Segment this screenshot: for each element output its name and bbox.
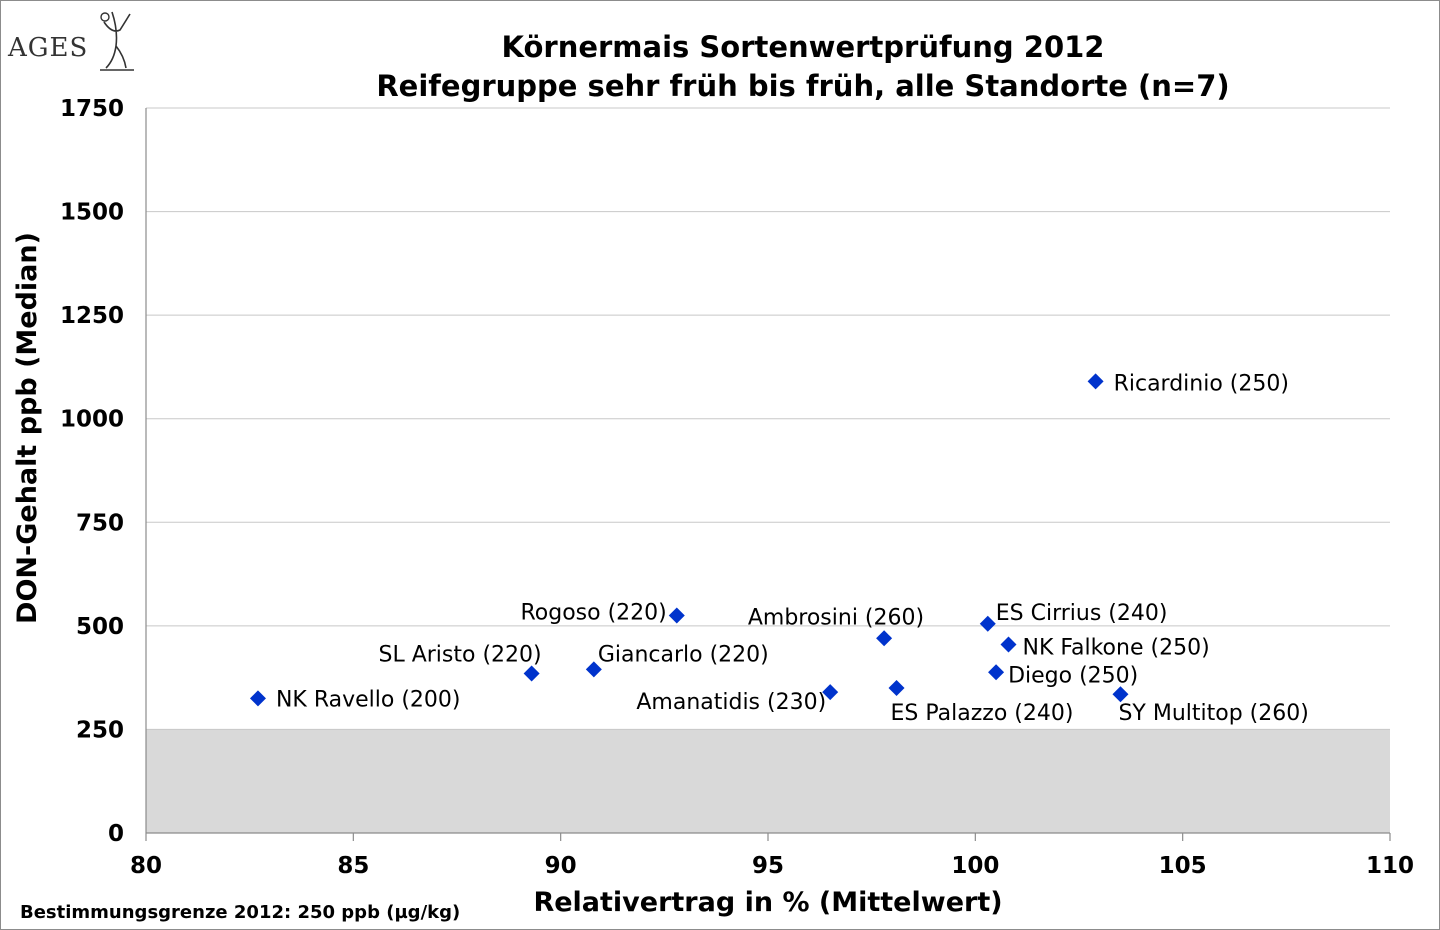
gridlines: [146, 107, 1390, 730]
x-tick-label: 95: [752, 853, 784, 879]
data-point-marker: [1112, 686, 1129, 703]
data-point-label: Amanatidis (230): [636, 690, 826, 715]
y-tick-label: 750: [76, 510, 124, 536]
threshold-band: [146, 729, 1390, 833]
chart-title: Körnermais Sortenwertprüfung 2012: [502, 30, 1105, 64]
data-point-marker: [1000, 636, 1017, 653]
x-axis-title: Relativertrag in % (Mittelwert): [533, 887, 1002, 918]
data-point-marker: [1087, 373, 1104, 390]
chart-subtitle: Reifegruppe sehr früh bis früh, alle Sta…: [376, 69, 1229, 103]
data-point-marker: [979, 615, 996, 632]
data-point-label: SY Multitop (260): [1118, 701, 1308, 726]
data-point-label: Giancarlo (220): [598, 642, 769, 667]
x-tick-label: 80: [130, 853, 162, 879]
data-point-label: Ambrosini (260): [748, 605, 924, 630]
logo-head-icon: [100, 12, 110, 22]
y-tick-labels: 0 250 500 750 1000 1250 1500 1750: [60, 96, 124, 847]
data-point-label: ES Cirrius (240): [996, 601, 1168, 626]
data-points: [249, 373, 1129, 707]
y-tick-label: 0: [108, 821, 124, 847]
data-point-marker: [876, 630, 893, 647]
data-point-label: Diego (250): [1008, 663, 1138, 688]
x-tick-label: 100: [951, 853, 999, 879]
logo-figure-icon: [100, 11, 134, 71]
y-tick-label: 1500: [60, 200, 124, 226]
footnote: Bestimmungsgrenze 2012: 250 ppb (µg/kg): [20, 902, 460, 923]
data-point-marker: [988, 664, 1005, 681]
axes: [145, 108, 1391, 841]
data-point-marker: [523, 665, 540, 682]
x-tick-label: 110: [1366, 853, 1414, 879]
y-tick-label: 1250: [60, 303, 124, 329]
data-point-marker: [585, 661, 602, 678]
data-point-label: SL Aristo (220): [379, 643, 542, 668]
data-point-marker: [822, 684, 839, 701]
data-point-marker: [668, 607, 685, 624]
y-tick-label: 1000: [60, 407, 124, 433]
data-point-labels: NK Ravello (200) SL Aristo (220) Giancarlo…: [276, 371, 1309, 726]
x-tick-labels: 80 85 90 95 100 105 110: [130, 853, 1414, 879]
y-tick-label: 1750: [60, 96, 124, 122]
data-point-label: ES Palazzo (240): [891, 701, 1074, 726]
x-tick-label: 85: [337, 853, 369, 879]
data-point-label: NK Falkone (250): [1023, 636, 1210, 661]
x-tick-label: 105: [1159, 853, 1207, 879]
data-point-label: Rogoso (220): [521, 601, 667, 626]
data-point-label: Ricardinio (250): [1114, 371, 1289, 396]
y-tick-label: 500: [76, 614, 124, 640]
y-axis-title: DON-Gehalt ppb (Median): [12, 232, 43, 624]
data-point-marker: [249, 690, 266, 707]
plot-area: 0 250 500 750 1000 1250 1500 1750 80 85 90 95 100 10…: [60, 96, 1414, 879]
data-point-marker: [888, 680, 905, 696]
logo-text: AGES: [7, 33, 88, 63]
ages-logo: AGES: [7, 11, 134, 71]
data-point-label: NK Ravello (200): [276, 687, 461, 712]
x-tick-label: 90: [545, 853, 577, 879]
y-tick-label: 250: [76, 717, 124, 743]
